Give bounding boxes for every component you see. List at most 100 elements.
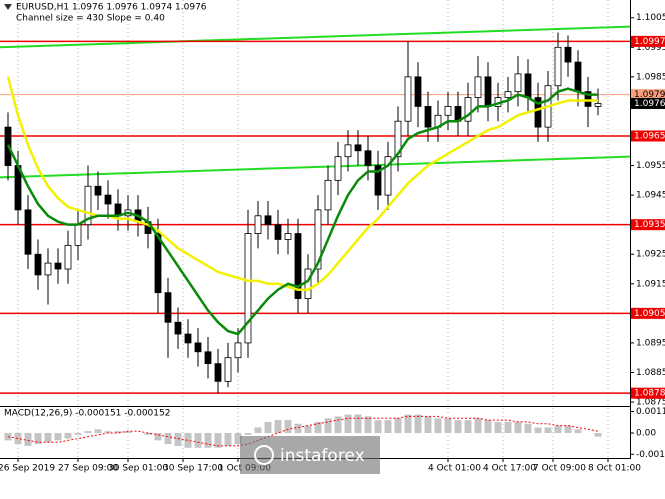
macd-bar [94,429,102,433]
chart-header: EURUSD,H1 1.0976 1.0976 1.0974 1.0976 [16,3,207,13]
time-tick-label: 7 Oct 09:00 [533,464,586,474]
watermark-box [240,436,380,474]
candle-body [284,233,292,240]
candle-body [44,262,52,276]
macd-bar [484,420,492,433]
time-tick-label: 4 Oct 17:00 [483,464,536,474]
candle-body [104,194,112,205]
candle-body [474,76,482,98]
watermark-text: instaforex [280,446,365,466]
candle-body [424,106,432,128]
macd-bar [174,433,182,446]
time-tick-label: 4 Oct 01:00 [428,464,481,474]
macd-bar [474,418,482,433]
candle-body [594,103,602,107]
macd-bar [54,433,62,441]
macd-bar [194,433,202,448]
macd-bar [444,418,452,433]
macd-bar [164,433,172,445]
candle-body [264,215,272,226]
candle-body [94,185,102,196]
macd-bar [504,421,512,433]
plot-layer: 1.10051.09951.09851.09751.09651.09551.09… [0,0,665,462]
macd-bar [354,414,362,433]
macd-bar [224,433,232,446]
macd-bar [214,433,222,448]
candle-body [204,351,212,365]
candle-body [504,91,512,98]
level-label: 1.0878 [634,389,665,399]
level-box [631,130,665,142]
price-tick-label: 1.0955 [636,161,665,171]
macd-signal [7,415,599,447]
candle-body [34,253,42,276]
candle-body [24,209,32,255]
price-tick-label: 1.0885 [636,368,665,378]
macd-bar [524,423,532,433]
macd-bar [534,427,542,433]
macd-tick-label: 0.001161 [636,407,665,417]
ask-box [631,89,665,101]
level-box [631,219,665,231]
level-label: 1.0905 [634,309,665,319]
price-tick-label: 1.1005 [636,13,665,23]
candle-body [244,233,252,344]
candle-body [364,150,372,166]
macd-bar [24,433,32,446]
macd-bar [574,429,582,433]
bid-label: 1.0976 [634,99,665,109]
macd-bar [184,433,192,448]
macd-bar [344,414,352,433]
macd-bar [294,423,302,433]
macd-bar [374,420,382,433]
macd-bar [324,418,332,433]
candle-body [294,233,302,299]
candle-body [194,342,202,353]
candle-body [514,73,522,93]
macd-bar [464,420,472,433]
macd-bar [44,433,52,443]
macd-bar [204,433,212,448]
time-tick-label: 8 Oct 01:00 [588,464,641,474]
candle-body [224,357,232,382]
candle-body [334,156,342,181]
macd-bar [74,433,82,435]
macd-bar [594,433,602,437]
candle-body [314,209,322,270]
channel-lower [0,155,631,179]
candle-body [414,76,422,107]
level-box [631,35,665,47]
macd-bar [284,420,292,433]
macd-bar [414,414,422,433]
macd-bar [34,433,42,445]
candle-body [254,215,262,234]
candle-body [274,224,282,240]
candle-body [214,363,222,382]
macd-bar [384,420,392,433]
candle-body [524,73,532,98]
price-tick-label: 1.0995 [636,43,665,53]
candle-body [464,97,472,122]
candle-body [174,321,182,335]
level-box [631,387,665,399]
level-box [631,307,665,319]
macd-tick-label: 0.00 [636,429,656,439]
symbol-icon [4,4,12,10]
macd-bar [564,425,572,433]
candle-body [384,156,392,196]
time-tick-label: 27 Sep 09:00 [58,464,118,474]
macd-tick-label: -0.001152 [636,450,665,460]
chart-subheader: Channel size = 430 Slope = 0.40 [16,14,165,24]
candle-body [74,224,82,246]
macd-bar [144,433,152,435]
level-label: 1.0997 [634,37,665,47]
macd-bar [304,425,312,433]
macd-bar [434,418,442,433]
ask-label: 1.0979 [634,90,665,100]
candle-body [484,76,492,107]
candle-body [534,97,542,128]
macd-bar [334,416,342,433]
candle-body [554,46,562,87]
